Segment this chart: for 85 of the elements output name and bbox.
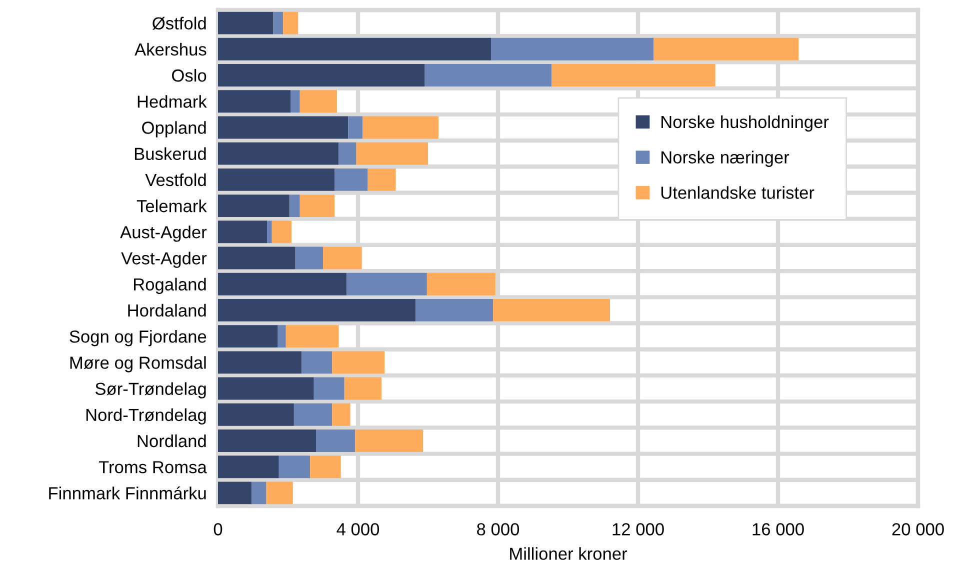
bar [338,142,356,165]
bar [218,116,348,139]
bar [348,116,363,139]
bar [218,168,335,191]
bar [654,38,799,60]
bar [218,456,279,478]
bar [218,298,416,322]
bar [218,12,274,34]
bar [218,272,346,296]
bar [218,220,267,244]
y-tick-label: Aust-Agder [120,226,207,242]
y-tick-label: Troms Romsa [98,461,207,474]
bar [493,298,610,322]
bar [355,430,424,452]
x-tick-label: 20 000 [892,523,944,536]
y-tick-label: Rogaland [134,278,206,294]
y-tick-label: Nord-Trøndelag [86,408,206,425]
bar [290,90,300,113]
y-tick-label: Østfold [152,16,206,30]
bar [302,351,332,374]
bar [286,325,339,348]
bar [218,325,278,348]
bar [300,90,337,113]
x-axis-title: Millioner kroner [510,547,628,560]
y-tick-label: Buskerud [134,147,206,160]
bar [362,116,438,139]
y-tick-label: Sør-Trøndelag [95,382,206,398]
bar [314,377,344,400]
bar [356,142,428,165]
bar [218,482,252,504]
bar [266,482,293,504]
bar [323,246,362,270]
bar [289,194,300,218]
bar [316,430,356,452]
y-tick-label: Oslo [172,68,206,82]
y-tick-label: Vest-Agder [121,252,207,268]
y-tick-label: Møre og Romsdal [70,356,206,372]
bar [218,377,314,400]
legend-label: Utenlandske turister [661,186,814,199]
bar [426,272,496,296]
bar [218,246,296,270]
bar [283,12,298,34]
y-tick-label: Sogn og Fjordane [70,330,206,346]
bar [218,430,316,452]
y-tick-label: Finnmark Finnmárku [49,486,206,500]
bar [332,351,385,374]
y-tick-label: Telemark [136,200,207,212]
bar [334,168,368,191]
bar [491,38,654,60]
bar [218,194,290,218]
x-tick-label: 12 000 [612,523,664,536]
bar [273,12,284,34]
x-tick-label: 0 [214,523,222,536]
x-tick-label: 8 000 [477,523,520,536]
legend-label: Norske næringer [662,150,790,167]
y-tick-label: Akershus [134,42,206,56]
bar [272,220,292,244]
bar [368,168,396,191]
bar [300,194,335,218]
y-tick-label: Oppland [142,121,206,138]
bar [218,90,291,113]
bar [218,142,339,165]
bar [416,298,494,322]
bar [424,64,552,86]
y-tick-label: Hordaland [128,304,206,317]
bar [346,272,427,296]
y-tick-label: Nordland [138,434,206,448]
bar [252,482,266,504]
bar [218,403,294,426]
bar [294,403,332,426]
legend-label: Norske husholdninger [662,115,829,132]
bar [552,64,716,86]
bar [218,64,424,86]
bar [267,220,272,244]
bar [344,377,382,400]
bar [278,456,310,478]
bar [278,325,286,348]
y-tick-label: Hedmark [138,95,207,108]
bar [310,456,341,478]
x-tick-label: 4 000 [336,523,380,536]
bar [332,403,350,426]
bar [295,246,323,270]
x-tick-label: 16 000 [752,523,804,536]
bar [218,351,302,374]
y-tick-label: Vestfold [145,173,206,186]
